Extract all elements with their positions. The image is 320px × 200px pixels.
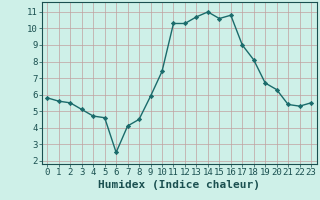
X-axis label: Humidex (Indice chaleur): Humidex (Indice chaleur) [98,180,260,190]
